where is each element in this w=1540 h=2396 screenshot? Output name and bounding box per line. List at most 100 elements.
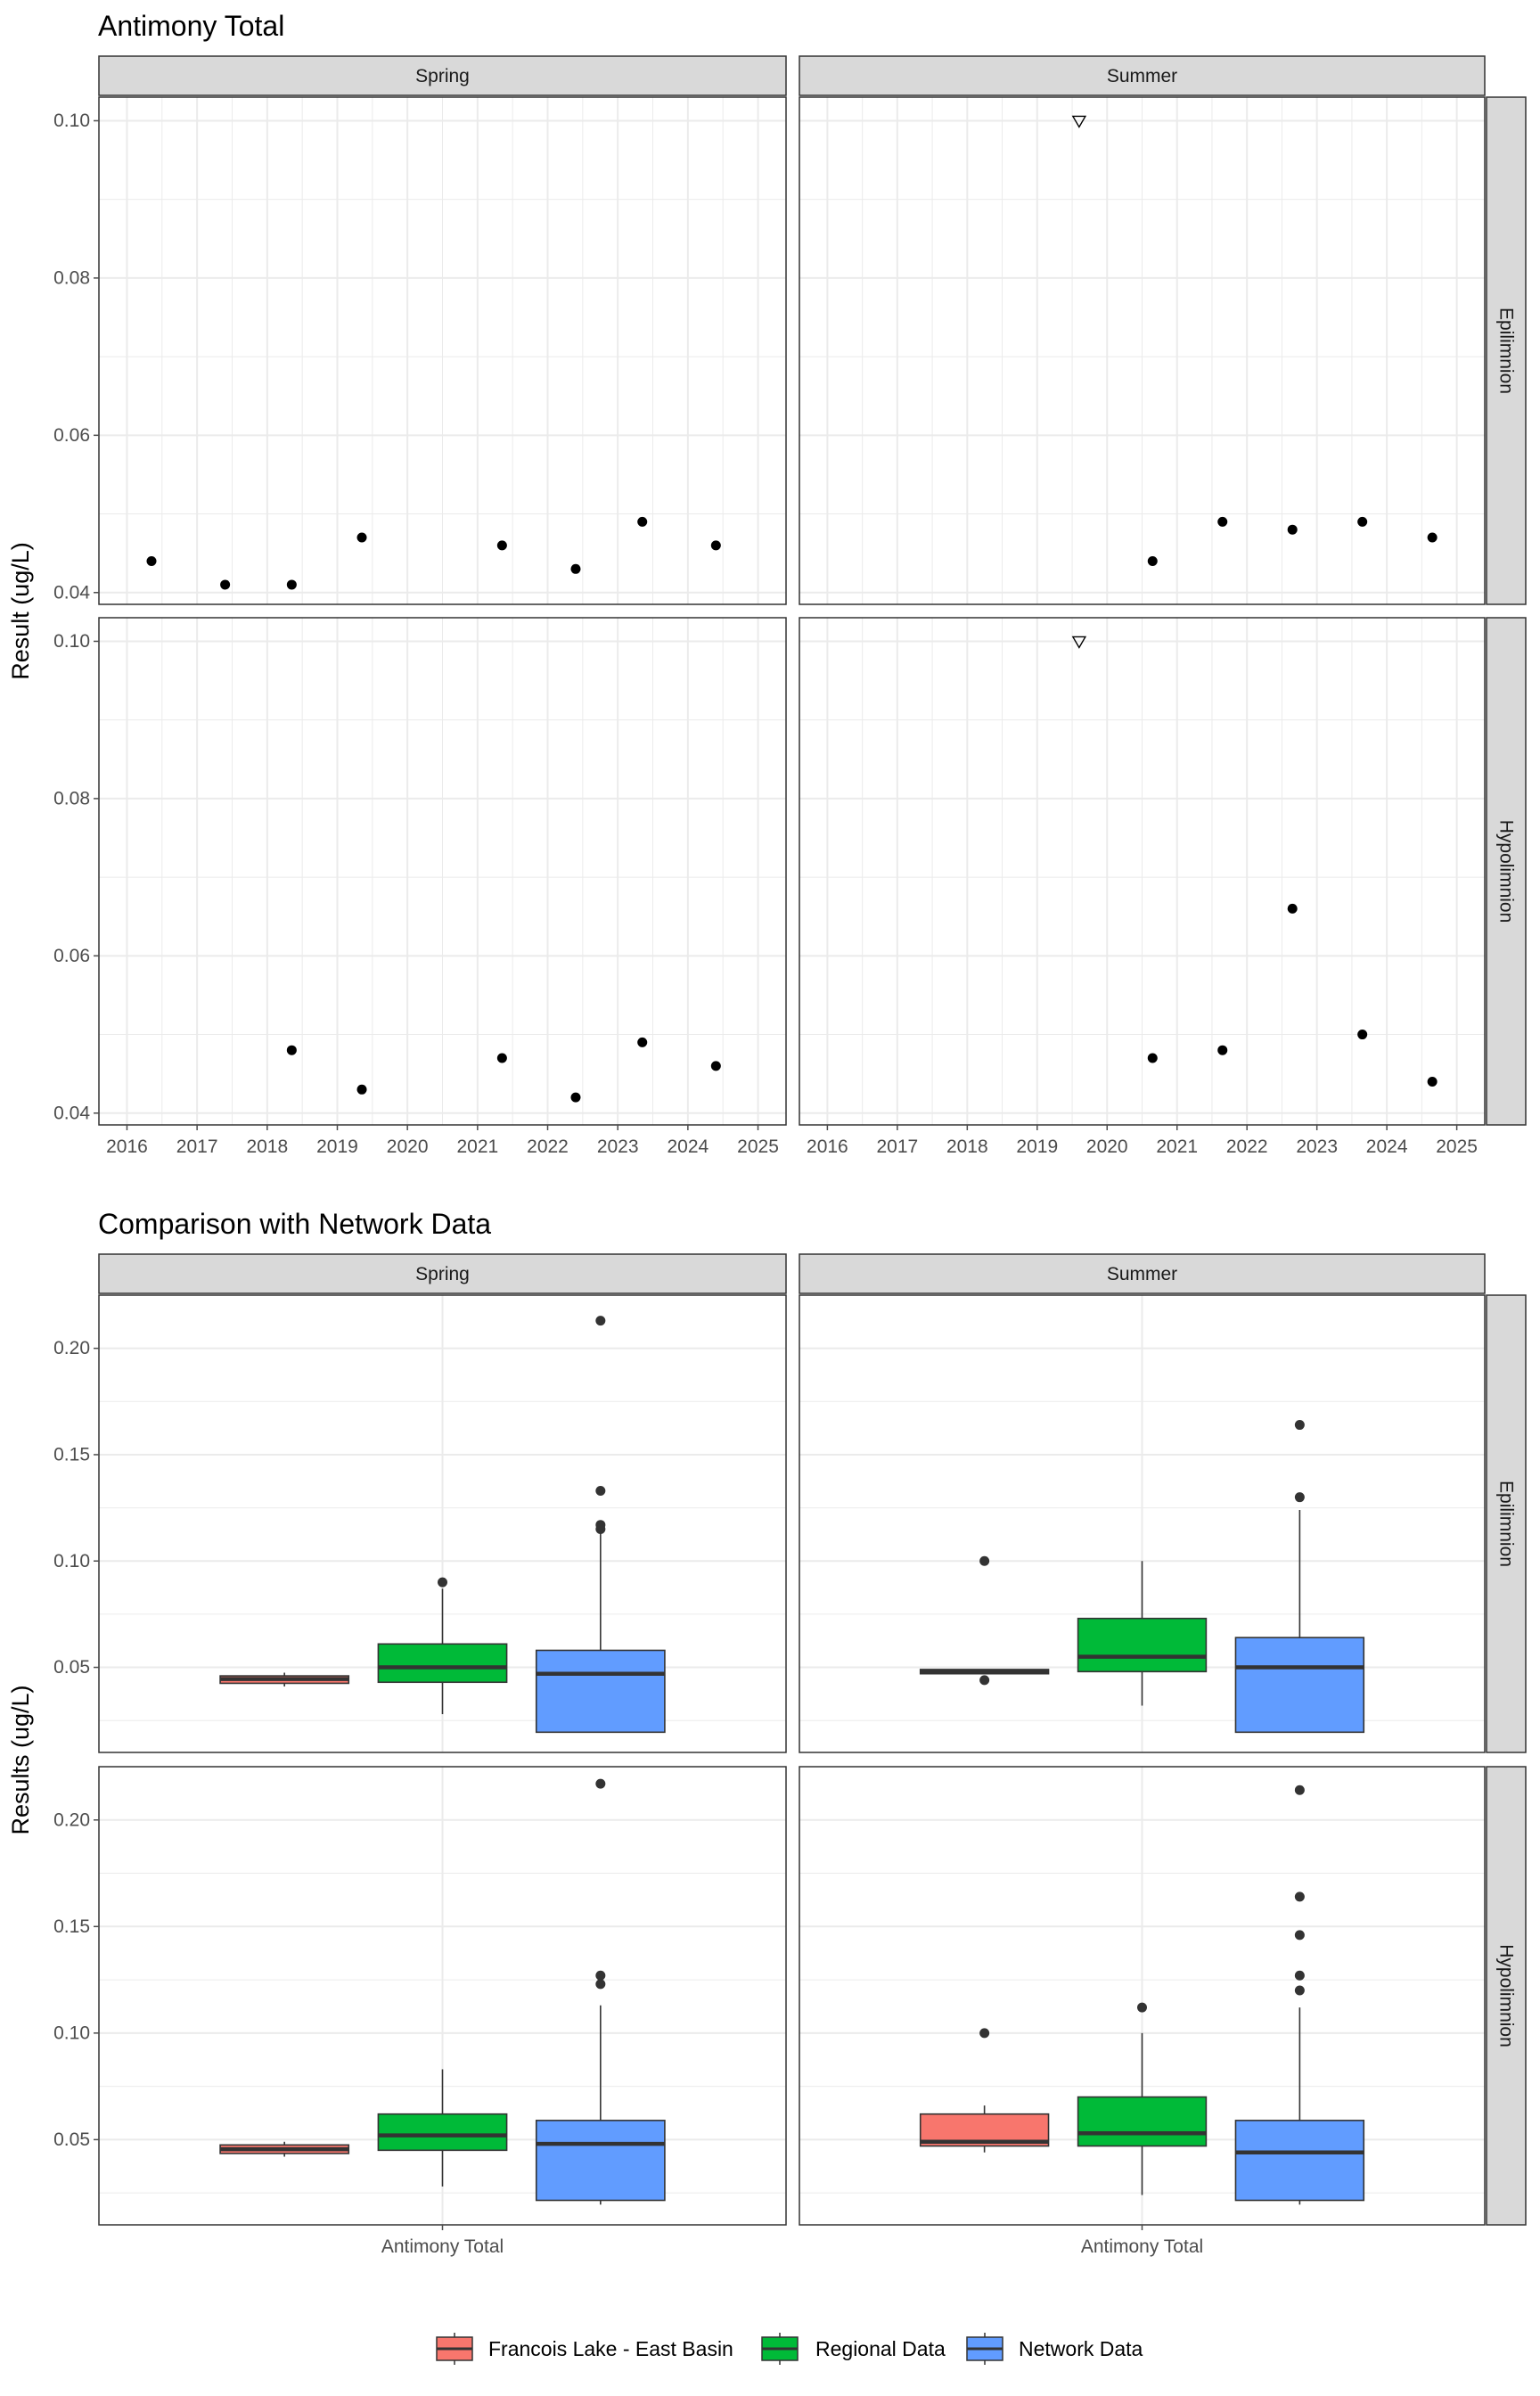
- outlier-point: [979, 1675, 990, 1686]
- y-tick-label: 0.05: [53, 1657, 90, 1678]
- box-francois-lake-east-basin: [919, 2028, 1050, 2153]
- outlier-point: [1294, 1492, 1305, 1503]
- box-iqr: [1077, 1617, 1208, 1673]
- box-francois-lake-east-basin: [219, 1672, 350, 1687]
- data-point: [1217, 1045, 1228, 1055]
- box-network-data: [1234, 1420, 1365, 1734]
- chart1-panel-summer-epilimnion: [799, 96, 1486, 605]
- x-tick-label: 2018: [246, 1136, 288, 1157]
- x-tick-label: 2025: [1436, 1136, 1478, 1157]
- box-regional-data: [377, 2069, 508, 2187]
- y-tick-label: 0.06: [53, 946, 90, 966]
- data-point: [570, 1092, 581, 1103]
- x-tick-label: 2021: [1156, 1136, 1198, 1157]
- x-tick-label: 2017: [876, 1136, 918, 1157]
- chart1-title: Antimony Total: [98, 10, 284, 42]
- legend-label: Francois Lake - East Basin: [488, 2337, 733, 2360]
- x-tick-label: 2024: [1366, 1136, 1408, 1157]
- chart1-facet-summer-strip: [799, 55, 1486, 96]
- data-point: [1427, 532, 1438, 543]
- box-regional-data: [377, 1577, 508, 1715]
- outlier-point: [1294, 1420, 1305, 1431]
- chart2-facet-summer-label: Summer: [1107, 1264, 1177, 1284]
- x-tick-label: 2016: [106, 1136, 148, 1157]
- y-tick-label: 0.08: [53, 788, 90, 808]
- chart1-panel-summer-hypolimnion: 2016 2017 2018 2019 2020 2021 2022 2023 2024 2025: [799, 617, 1486, 1157]
- y-tick-label: 0.10: [53, 1551, 90, 1571]
- data-point: [496, 1053, 507, 1063]
- x-tick-label: 2017: [176, 1136, 218, 1157]
- data-point: [1357, 1030, 1368, 1040]
- chart1-panel-spring-epilimnion: 0.04 0.06 0.08 0.10: [53, 96, 787, 605]
- y-tick-label: 0.10: [53, 631, 90, 652]
- data-point: [570, 563, 581, 574]
- y-tick-label: 0.15: [53, 1916, 90, 1937]
- outlier-point: [438, 1577, 447, 1588]
- box-iqr: [1234, 1637, 1365, 1734]
- data-point: [1217, 516, 1228, 527]
- chart2-panel-spring-epilimnion: 0.05 0.10 0.15 0.20: [53, 1294, 787, 1753]
- box-iqr: [377, 1643, 508, 1684]
- chart1-y-axis-label: Result (ug/L): [7, 542, 34, 680]
- y-tick-label: 0.10: [53, 2023, 90, 2043]
- x-tick-label: 2022: [1226, 1136, 1268, 1157]
- chart2-facet-epilimnion-strip: [1486, 1294, 1527, 1753]
- chart1-panel-spring-hypolimnion: 0.04 0.06 0.08 0.10 2016 2017 2018 2019 2020 2021…: [53, 617, 787, 1157]
- chart2-facet-summer-strip: [799, 1253, 1486, 1294]
- data-point: [356, 532, 367, 543]
- x-tick-label: 2018: [946, 1136, 988, 1157]
- chart2-legend: Francois Lake - East Basin Regional Data N…: [436, 2333, 1143, 2365]
- outlier-point: [1294, 1891, 1305, 1902]
- chart2-facet-epilimnion-label: Epilimnion: [1496, 1481, 1517, 1567]
- chart2-facet-spring-strip: [98, 1253, 787, 1294]
- data-point: [1147, 555, 1158, 566]
- y-tick-label: 0.06: [53, 425, 90, 446]
- data-point: [710, 1061, 721, 1071]
- y-tick-label: 0.20: [53, 1809, 90, 1830]
- box-iqr: [1234, 2120, 1365, 2202]
- box-francois-lake-east-basin: [219, 2141, 350, 2157]
- box-network-data: [1234, 1785, 1365, 2205]
- outlier-point: [1294, 1970, 1305, 1981]
- y-tick-label: 0.04: [53, 1103, 90, 1123]
- x-tick-label: 2020: [1086, 1136, 1128, 1157]
- x-tick-label: Antimony Total: [1081, 2236, 1203, 2257]
- x-tick-label: Antimony Total: [381, 2236, 504, 2257]
- chart1-facet-epilimnion-label: Epilimnion: [1496, 308, 1517, 394]
- y-tick-label: 0.10: [53, 111, 90, 131]
- chart1-facet-summer-label: Summer: [1107, 66, 1177, 86]
- x-tick-label: 2024: [667, 1136, 709, 1157]
- outlier-point: [1294, 1985, 1305, 1996]
- outlier-point: [595, 1778, 606, 1789]
- box-regional-data: [1077, 1561, 1208, 1706]
- box-network-data: [535, 1778, 666, 2205]
- data-point: [146, 555, 157, 566]
- box-francois-lake-east-basin: [919, 1555, 1050, 1686]
- data-point: [286, 579, 297, 590]
- legend-item: Network Data: [966, 2333, 1143, 2365]
- outlier-point: [595, 1520, 606, 1530]
- outlier-point: [979, 2028, 990, 2039]
- x-tick-label: 2023: [597, 1136, 639, 1157]
- data-point: [637, 516, 648, 527]
- y-tick-label: 0.05: [53, 2129, 90, 2150]
- x-tick-label: 2023: [1296, 1136, 1338, 1157]
- box-iqr: [535, 1649, 666, 1734]
- box-iqr: [1077, 2096, 1208, 2147]
- chart2-facet-spring-label: Spring: [415, 1264, 470, 1284]
- legend-item: Francois Lake - East Basin: [436, 2333, 733, 2365]
- y-tick-label: 0.15: [53, 1444, 90, 1465]
- x-tick-label: 2020: [387, 1136, 429, 1157]
- chart1-facet-spring-strip: [98, 55, 787, 96]
- data-point: [1147, 1053, 1158, 1063]
- chart2-panel-summer-epilimnion-border: [799, 1294, 1486, 1753]
- chart2-panel-spring-hypolimnion: 0.05 0.10 0.15 0.20 Antimony Total: [53, 1766, 787, 2257]
- chart2-panel-summer-epilimnion: [799, 1294, 1486, 1753]
- chart2-panel-spring-epilimnion-border: [98, 1294, 787, 1753]
- data-point: [710, 540, 721, 551]
- chart2-panel-summer-hypolimnion: Antimony Total: [799, 1766, 1486, 2257]
- legend-label: Network Data: [1019, 2337, 1143, 2360]
- chart1-panel-summer-epilimnion-border: [799, 96, 1486, 605]
- outlier-point: [1294, 1785, 1305, 1795]
